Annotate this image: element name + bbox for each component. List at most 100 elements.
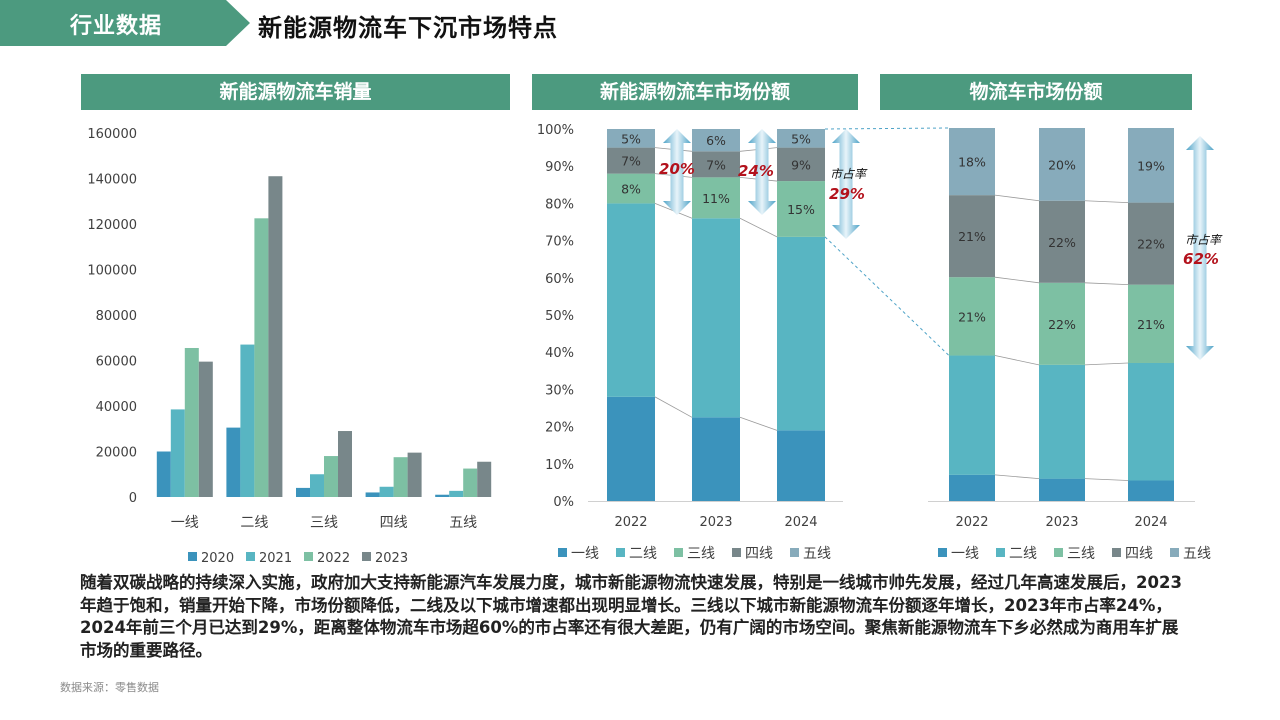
all-share-bar-segment xyxy=(949,355,995,475)
sales-legend-swatch xyxy=(246,552,255,561)
all-share-data-label: 21% xyxy=(958,229,986,244)
nev-share-y-tick-label: 30% xyxy=(545,383,574,398)
nev-share-bar-segment xyxy=(607,147,655,174)
sales-legend-swatch xyxy=(188,552,197,561)
nev-share-panel-header: 新能源物流车市场份额 xyxy=(532,74,858,110)
all-share-legend-label: 三线 xyxy=(1067,546,1095,562)
sales-bar xyxy=(338,431,352,497)
sales-legend-label: 2023 xyxy=(375,551,408,566)
nev-share-x-tick-label: 2022 xyxy=(614,515,647,530)
sales-bar xyxy=(268,176,283,497)
nev-share-y-tick-label: 100% xyxy=(537,123,574,138)
sales-bar xyxy=(170,409,185,497)
sales-bar xyxy=(226,427,241,497)
sales-legend-swatch xyxy=(304,552,313,561)
nev-share-data-label: 11% xyxy=(702,191,730,206)
sales-bar xyxy=(296,487,310,497)
all-share-data-label: 22% xyxy=(1137,237,1165,252)
all-share-bar-segment xyxy=(1128,362,1174,481)
all-share-data-label: 21% xyxy=(1137,317,1165,332)
nev-share-connector-line xyxy=(739,217,778,238)
sales-bar xyxy=(310,474,324,497)
all-share-legend-swatch xyxy=(1112,548,1121,557)
nev-share-bar-segment xyxy=(607,129,655,148)
all-share-x-tick-label: 2022 xyxy=(955,515,988,530)
all-share-rate-label: 市占率 xyxy=(1185,233,1223,247)
share-gap-2022-label: 20% xyxy=(659,160,695,178)
sales-y-tick-label: 40000 xyxy=(96,400,137,415)
all-share-legend-label: 五线 xyxy=(1183,546,1211,562)
nev-share-legend-swatch xyxy=(558,548,567,557)
sales-y-tick-label: 60000 xyxy=(96,355,137,370)
nev-share-bar-segment xyxy=(607,203,655,397)
all-share-connector-line xyxy=(1084,282,1129,286)
description-text: 随着双碳战略的持续深入实施，政府加大支持新能源汽车发展力度，城市新能源物流快速发… xyxy=(80,573,1182,660)
nev-share-bar-segment xyxy=(777,236,825,431)
all-share-bar-segment xyxy=(1039,200,1085,283)
sales-y-tick-label: 0 xyxy=(129,491,137,506)
sales-bar xyxy=(379,486,394,497)
nev-share-x-tick-label: 2023 xyxy=(699,515,732,530)
all-share-bar-segment xyxy=(1128,480,1174,501)
nev-share-data-label: 5% xyxy=(791,131,811,146)
nev-share-legend-label: 一线 xyxy=(571,546,599,562)
nev-share-y-tick-label: 10% xyxy=(545,458,574,473)
data-source: 数据来源：零售数据 xyxy=(60,681,159,694)
nev-share-y-tick-label: 40% xyxy=(545,346,574,361)
all-share-legend-label: 二线 xyxy=(1009,546,1037,562)
nev-share-bar-segment xyxy=(692,151,740,178)
sales-x-tick-label: 三线 xyxy=(310,515,338,531)
all-share-connector-line xyxy=(994,355,1040,366)
nev-share-legend-label: 三线 xyxy=(687,546,715,562)
all-share-data-label: 19% xyxy=(1137,158,1165,173)
all-share-connector-line xyxy=(1084,478,1129,481)
all-share-legend-swatch xyxy=(996,548,1005,557)
all-share-bar-segment xyxy=(1039,128,1085,201)
all-share-legend-label: 一线 xyxy=(951,546,979,562)
all-share-connector-line xyxy=(994,276,1040,284)
all-share-arrow-icon xyxy=(1186,136,1214,360)
sales-y-tick-label: 160000 xyxy=(87,127,137,142)
nev-share-bar-segment xyxy=(777,430,825,501)
share-gap-2023-label: 24% xyxy=(738,162,774,180)
nev-share-bar-segment xyxy=(692,218,740,418)
nev-share-legend-swatch xyxy=(616,548,625,557)
sales-bar xyxy=(240,344,255,497)
all-share-x-tick-label: 2024 xyxy=(1134,515,1167,530)
nev-share-rate-value: 29% xyxy=(829,185,865,203)
sales-x-tick-label: 四线 xyxy=(380,515,408,531)
all-share-bar-segment xyxy=(1039,478,1085,501)
nev-share-data-label: 7% xyxy=(706,157,726,172)
all-share-bar-segment xyxy=(1039,282,1085,365)
nev-share-legend-label: 二线 xyxy=(629,546,657,562)
nev-share-data-label: 8% xyxy=(621,182,641,197)
nev-share-y-tick-label: 90% xyxy=(545,160,574,175)
all-share-bar-segment xyxy=(1039,364,1085,479)
all-share-bar-segment xyxy=(949,195,995,278)
share-gap-arrow-icon xyxy=(832,129,860,239)
all-share-data-label: 21% xyxy=(958,309,986,324)
all-share-connector-line xyxy=(994,474,1040,480)
all-share-legend-swatch xyxy=(1170,548,1179,557)
all-share-connector-line xyxy=(1084,200,1129,203)
all-share-data-label: 22% xyxy=(1048,317,1076,332)
nev-share-connector-line xyxy=(654,396,693,418)
nev-share-y-tick-label: 60% xyxy=(545,272,574,287)
section-tag: 行业数据 xyxy=(0,0,250,46)
sales-x-tick-label: 一线 xyxy=(171,515,199,531)
share-gap-arrow-icon xyxy=(663,129,691,215)
zoom-connector-line xyxy=(824,236,950,356)
share-gap-arrow-icon xyxy=(748,129,776,215)
page-title: 新能源物流车下沉市场特点 xyxy=(258,14,558,42)
nev-share-connector-line xyxy=(739,416,778,431)
all-share-x-tick-label: 2023 xyxy=(1045,515,1078,530)
sales-x-tick-label: 五线 xyxy=(449,515,477,531)
nev-share-y-tick-label: 20% xyxy=(545,421,574,436)
all-share-bar-segment xyxy=(949,128,995,196)
sales-y-tick-label: 140000 xyxy=(87,173,137,188)
nev-share-y-tick-label: 0% xyxy=(553,495,574,510)
all-share-connector-line xyxy=(1084,362,1129,366)
all-share-rate-value: 62% xyxy=(1183,250,1219,268)
all-share-legend-swatch xyxy=(1054,548,1063,557)
